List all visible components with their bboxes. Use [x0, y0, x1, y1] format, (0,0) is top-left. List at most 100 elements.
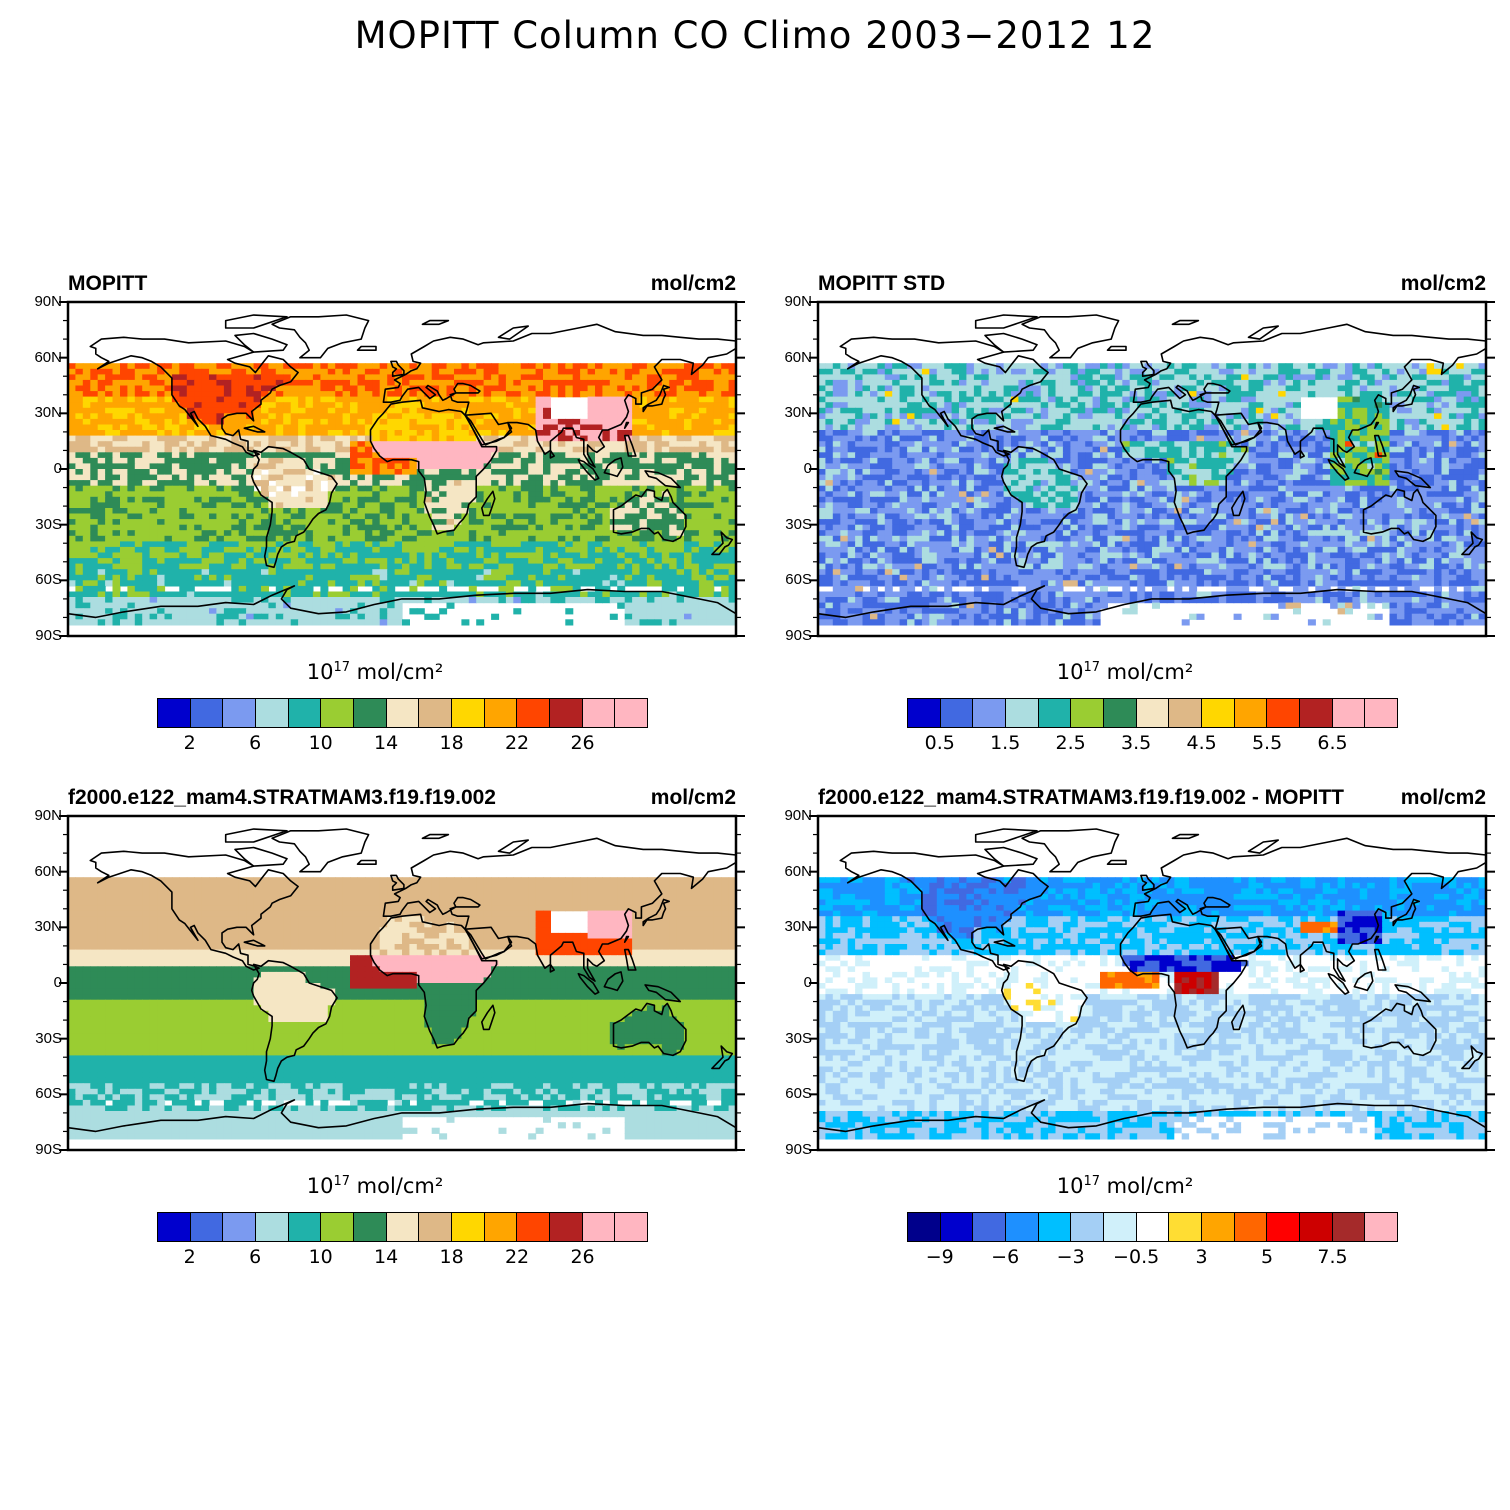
units-exponent: 17: [333, 1174, 350, 1189]
colorbar-swatch: [158, 699, 191, 727]
lat-tick-label: 0: [53, 460, 62, 477]
coastline-philippines: [1373, 948, 1387, 971]
colorbar-swatch: [1104, 699, 1137, 727]
coastlines: [67, 828, 737, 1151]
lat-tick-label: 60N: [784, 348, 812, 366]
colorbar-labels: −9 −6 −3 −0.5 3 5 7.5: [907, 1246, 1398, 1270]
colorbar-swatch: [1071, 699, 1105, 727]
colorbar-tick-label: 10: [308, 1246, 333, 1268]
colorbar-tick-label: 18: [439, 1246, 464, 1268]
coastline-sumatra: [577, 458, 600, 481]
coastline-northAmerica: [89, 850, 299, 971]
coastline-australia: [612, 1002, 687, 1057]
lat-tick-label: 60S: [35, 1085, 62, 1103]
coastline-svalbard: [421, 833, 450, 840]
coastlines: [67, 314, 737, 637]
coastline-cuba: [993, 939, 1016, 947]
coastline-sumatra: [1327, 458, 1350, 481]
colorbar-tick-label: 2: [183, 732, 196, 754]
colorbar: [157, 698, 648, 728]
coastline-ellesmere: [974, 828, 1038, 843]
lat-tick-label: 0: [803, 460, 812, 477]
coastline-sumatra: [1327, 972, 1350, 995]
coastline-japan: [1392, 898, 1421, 927]
coastline-srilanka: [549, 449, 556, 459]
panel-model-minus-mopitt: f2000.e122_mam4.STRATMAM3.f19.f19.002 - …: [750, 784, 1500, 1284]
colorbar: [907, 698, 1398, 728]
map-svg: [809, 300, 1495, 638]
colorbar-swatch: [1267, 699, 1301, 727]
colorbar-tick-label: 5.5: [1251, 732, 1283, 754]
panel-units-title: mol/cm2: [1400, 786, 1486, 809]
colorbar-swatch: [1267, 1213, 1301, 1241]
coastline-newguinea: [1394, 984, 1432, 1003]
coastlines: [817, 828, 1487, 1151]
colorbar-swatch: [973, 1213, 1007, 1241]
field-shading: [818, 877, 1487, 1140]
coastline-iceland: [356, 859, 377, 866]
colorbar-swatch: [386, 699, 420, 727]
lat-tick-label: 30N: [784, 918, 812, 936]
coastline-novayazemlya: [1247, 325, 1280, 340]
map-plot: [809, 300, 1495, 638]
lat-tick-label: 90N: [34, 293, 62, 310]
coastline-antarctica: [67, 585, 737, 637]
lat-tick-label: 30S: [35, 1029, 62, 1047]
coastline-ellesmere: [974, 314, 1038, 329]
coastline-antarctica: [67, 1099, 737, 1151]
lat-ticks: [59, 815, 745, 1151]
coastline-philippines: [623, 434, 637, 457]
coastline-iceland: [1106, 859, 1127, 866]
lat-tick-label: 60N: [784, 862, 812, 880]
colorbar-swatch: [354, 699, 387, 727]
lat-tick-label: 60N: [34, 862, 62, 880]
lat-ticks: [809, 301, 1495, 637]
coastline-greenland: [1021, 828, 1120, 873]
coastline-britain: [1140, 874, 1155, 891]
coastline-britain: [1140, 360, 1155, 377]
colorbar-swatch: [223, 699, 257, 727]
lat-tick-label: 90N: [784, 293, 812, 310]
coastline-sumatra: [577, 972, 600, 995]
coastline-borneo: [603, 457, 624, 478]
lat-tick-label: 30N: [34, 918, 62, 936]
coastline-africa: [1119, 399, 1248, 535]
lat-tick-label: 60N: [34, 348, 62, 366]
lat-tick-label: 30S: [785, 515, 812, 533]
colorbar-tick-label: 6.5: [1317, 732, 1348, 754]
coastline-japan: [642, 384, 671, 413]
coastline-japan: [642, 898, 671, 927]
lat-tick-label: 60S: [35, 571, 62, 589]
colorbar-swatch: [386, 1213, 420, 1241]
colorbar-units-label: 1017 mol/cm²: [0, 1174, 750, 1198]
lat-ticks: [809, 815, 1495, 1151]
colorbar-swatch: [1006, 699, 1039, 727]
colorbar-swatch: [1234, 1213, 1268, 1241]
colorbar-tick-label: 3: [1195, 1246, 1208, 1268]
colorbar-swatch: [1332, 699, 1366, 727]
lat-tick-label: 60S: [785, 571, 812, 589]
coastline-taiwan: [623, 935, 630, 943]
colorbar-swatch: [484, 699, 518, 727]
lat-tick-label: 90S: [785, 627, 812, 644]
coastline-australia: [1362, 1002, 1437, 1057]
coastline-cuba: [243, 425, 266, 433]
colorbar-swatch: [1300, 1213, 1333, 1241]
colorbar-swatch: [1202, 1213, 1235, 1241]
panel-model: f2000.e122_mam4.STRATMAM3.f19.f19.002 mol…: [0, 784, 750, 1284]
coastline-borneo: [1353, 457, 1374, 478]
colorbar-swatch: [940, 1213, 974, 1241]
lat-ticks: [59, 301, 745, 637]
coastline-srilanka: [1299, 449, 1306, 459]
colorbar-tick-label: 7.5: [1317, 1246, 1348, 1268]
colorbar-swatch: [288, 699, 322, 727]
colorbar-swatch: [1038, 1213, 1072, 1241]
colorbar-tick-label: −6: [991, 1246, 1020, 1268]
lat-tick-label: 0: [53, 974, 62, 991]
map-plot: [59, 300, 745, 638]
colorbar-swatch: [1202, 699, 1235, 727]
colorbar-swatch: [1006, 1213, 1039, 1241]
coastline-africa: [369, 913, 498, 1049]
colorbar-swatch: [550, 1213, 583, 1241]
colorbar-swatch: [1169, 699, 1203, 727]
